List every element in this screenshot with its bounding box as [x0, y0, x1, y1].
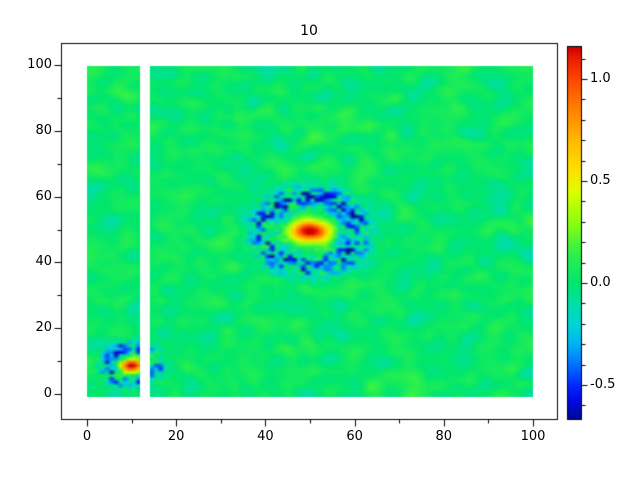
colorbar-tick-label: 0.5 — [590, 173, 611, 188]
y-tick-label: 100 — [27, 57, 52, 72]
y-tick-label: 20 — [35, 320, 52, 336]
y-tick-label: 80 — [35, 122, 52, 138]
colorbar-tick-label: 0.0 — [590, 275, 611, 290]
x-tick-label: 60 — [346, 429, 363, 444]
x-tick-label: 0 — [82, 429, 92, 444]
x-tick-label: 100 — [520, 429, 546, 444]
chart-title: 10 — [300, 23, 318, 39]
y-tick-label: 0 — [43, 386, 52, 401]
colorbar-tick-label: 1.0 — [590, 71, 611, 86]
x-tick-label: 80 — [435, 429, 453, 444]
colorbar-tick-label: -0.5 — [590, 377, 616, 392]
x-tick-label: 20 — [167, 429, 185, 444]
y-tick-label: 60 — [35, 188, 52, 204]
x-tick-label: 40 — [257, 429, 274, 444]
y-tick-label: 40 — [35, 254, 52, 270]
